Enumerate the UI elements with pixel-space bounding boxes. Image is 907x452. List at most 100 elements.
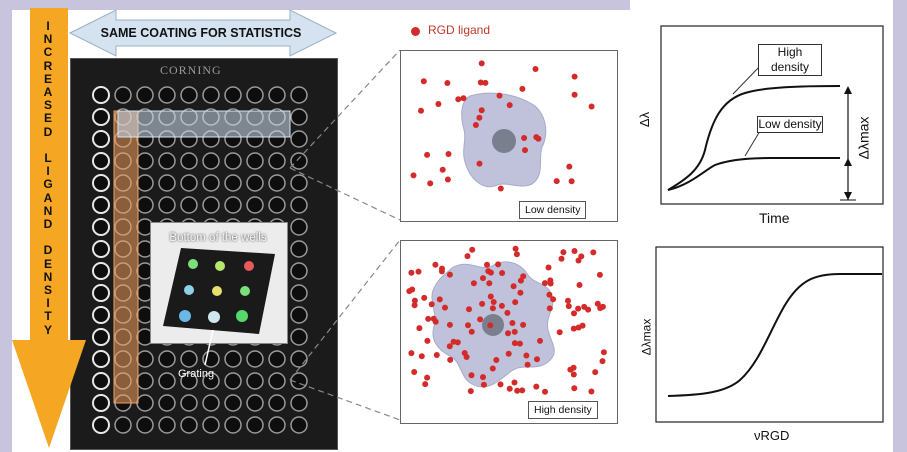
well <box>290 218 308 236</box>
rgd-ligand-dot <box>521 135 528 141</box>
rgd-ligand-dot <box>546 291 553 298</box>
well <box>268 196 286 214</box>
well <box>158 416 176 434</box>
well <box>92 416 110 434</box>
rgd-ligand-dot <box>418 353 425 360</box>
rgd-ligand-dot <box>524 361 531 368</box>
rgd-ligand-dot-icon <box>411 27 420 36</box>
rgd-ligand-dot <box>409 286 416 293</box>
well <box>180 350 198 368</box>
rgd-ligand-dot <box>480 275 486 282</box>
well <box>202 416 220 434</box>
high-density-curve <box>667 85 841 191</box>
bottom-y-axis-label: Δλmax <box>639 318 654 356</box>
low-density-curve <box>667 157 840 191</box>
rgd-ligand-dot <box>546 305 553 312</box>
well <box>246 372 264 390</box>
well <box>268 372 286 390</box>
rgd-ligand-dot <box>567 366 574 373</box>
rgd-ligand-dot <box>506 385 513 392</box>
rgd-ligand-dot <box>421 294 428 301</box>
well <box>158 86 176 104</box>
well <box>290 196 308 214</box>
rgd-ligand-dot <box>464 253 471 260</box>
rgd-ligand-dot <box>425 315 432 322</box>
rgd-ligand-dot <box>490 299 497 305</box>
rgd-ligand-dot <box>436 296 443 303</box>
well <box>268 86 286 104</box>
rgd-ligand-dot <box>460 95 467 102</box>
rgd-ligand-dot <box>444 80 451 86</box>
well <box>158 196 176 214</box>
well <box>114 416 132 434</box>
bottom-x-axis-label: νRGD <box>754 428 790 443</box>
rgd-ligand-dot <box>446 343 453 350</box>
well <box>92 262 110 280</box>
well <box>202 394 220 412</box>
rgd-ligand-dot <box>476 160 483 167</box>
rgd-ligand-dot <box>477 316 484 323</box>
rgd-ligand-dot <box>556 329 563 336</box>
well <box>92 218 110 236</box>
rgd-ligand-dot <box>513 251 520 258</box>
sigmoid-curve <box>667 273 882 397</box>
rgd-ligand-dot <box>447 356 454 363</box>
rgd-ligand-dot <box>499 270 506 276</box>
rgd-ligand-dot <box>504 309 511 316</box>
rgd-ligand-dot <box>438 268 445 275</box>
well <box>202 152 220 170</box>
rgd-ligand-dot <box>489 365 496 372</box>
rgd-ligand-dot <box>511 379 518 386</box>
well <box>180 394 198 412</box>
rgd-ligand-dot <box>450 338 457 345</box>
rgd-ligand-dot <box>444 176 451 183</box>
rgd-ligand-dot <box>420 78 427 85</box>
well <box>268 174 286 192</box>
rgd-ligand-dot <box>516 340 523 347</box>
rgd-ligand-dot <box>568 178 575 185</box>
well <box>180 152 198 170</box>
well <box>202 174 220 192</box>
rgd-ligand-dot <box>435 101 442 107</box>
rgd-ligand-dot <box>497 185 504 192</box>
rgd-ligand-dot <box>495 261 502 268</box>
rgd-ligand-dot <box>480 374 486 381</box>
plate-brand: CORNING <box>160 63 222 77</box>
well <box>290 240 308 258</box>
rgd-ligand-dot <box>497 381 504 388</box>
rgd-ligand-dot <box>519 85 526 92</box>
rgd-ligand-dot <box>545 264 552 271</box>
rgd-ligand-dot <box>585 306 592 313</box>
well <box>92 86 110 104</box>
well <box>92 284 110 302</box>
rgd-ligand-dot <box>514 387 521 394</box>
well <box>290 284 308 302</box>
well <box>224 174 242 192</box>
rgd-ligand-dot <box>566 163 573 170</box>
well <box>136 86 154 104</box>
top-x-axis-label: Time <box>759 210 790 226</box>
rgd-ligand-dot <box>592 369 599 376</box>
rgd-ligand-dot <box>570 371 577 378</box>
well <box>202 196 220 214</box>
well <box>158 350 176 368</box>
rgd-ligand-dot <box>520 273 527 280</box>
well <box>246 196 264 214</box>
rgd-ligand-dot <box>446 271 453 278</box>
rgd-ligand-dot <box>534 356 540 363</box>
wells-bottom-photo <box>163 248 275 334</box>
rgd-ligand-dot <box>427 180 434 187</box>
well <box>290 394 308 412</box>
well <box>224 416 242 434</box>
rgd-ligand-dot <box>489 305 496 312</box>
rgd-ligand-dot <box>547 277 554 284</box>
rgd-ligand-dot <box>533 134 540 141</box>
rgd-ligand-dot <box>487 293 494 300</box>
rgd-ligand-dot <box>571 248 578 254</box>
rgd-ligand-dot <box>472 122 479 128</box>
rgd-ligand-dot <box>422 381 429 388</box>
